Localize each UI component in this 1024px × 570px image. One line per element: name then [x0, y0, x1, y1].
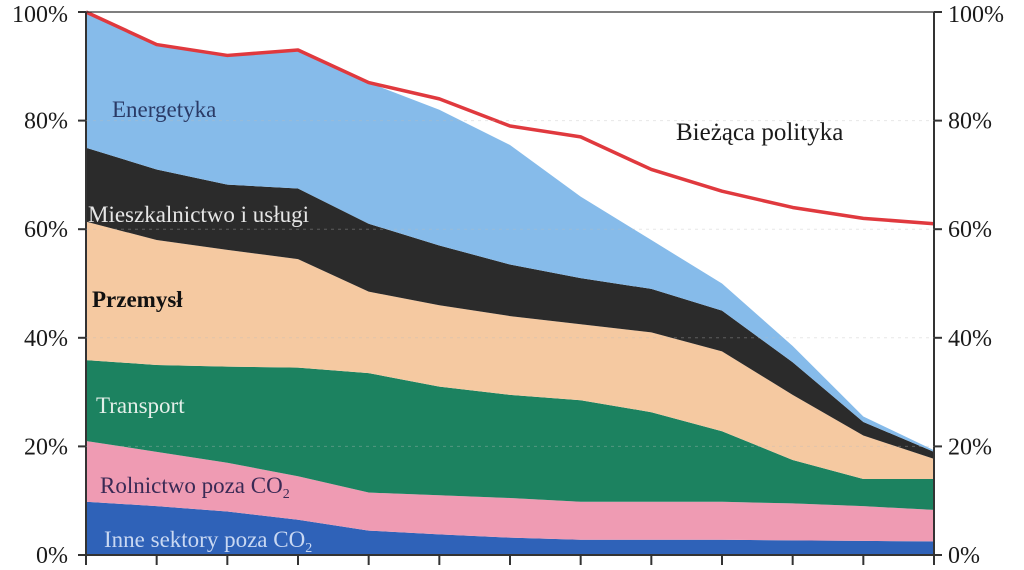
- y-tick-label-left: 0%: [36, 543, 68, 569]
- area-inne-sektory-poza-co: [86, 501, 934, 555]
- stacked-areas: [86, 12, 934, 555]
- area-rolnictwo-poza-co: [86, 440, 934, 542]
- y-tick-label-left: 60%: [24, 217, 68, 243]
- y-tick-label-right: 40%: [948, 326, 992, 352]
- label-rolnictwo-poza-co: Rolnictwo poza CO2: [100, 473, 290, 502]
- axes: 100% 100% 80% 80% 60% 60% 40% 40% 20% 20% 0% 0%: [12, 2, 1004, 569]
- area-transport: [86, 360, 934, 510]
- label-mieszkalnictwo-i-uslugi: Mieszkalnictwo i usługi: [88, 202, 309, 227]
- area-mieszkalnictwo-i-uslugi: [86, 147, 934, 459]
- area-labels: Inne sektory poza CO2 Rolnictwo poza CO2 T…: [88, 97, 843, 556]
- y-tick-label-left: 100%: [12, 2, 68, 28]
- y-tick-label-left: 80%: [24, 109, 68, 135]
- y-tick-label-left: 20%: [24, 434, 68, 460]
- label-transport: Transport: [96, 393, 185, 418]
- label-subscript: 2: [283, 487, 290, 502]
- label-subscript: 2: [305, 541, 312, 556]
- label-biezaca-polityka: Bieżąca polityka: [676, 119, 843, 146]
- y-tick-label-right: 80%: [948, 109, 992, 135]
- label-inne-sektory-poza-co: Inne sektory poza CO2: [104, 527, 312, 556]
- line-biezaca-polityka: [85, 10, 935, 226]
- label-energetyka: Energetyka: [112, 97, 216, 122]
- y-tick-label-right: 0%: [948, 543, 980, 569]
- policy-lines: [85, 10, 935, 226]
- y-tick-label-right: 60%: [948, 217, 992, 243]
- y-tick-label-right: 20%: [948, 434, 992, 460]
- area-energetyka: [86, 12, 934, 452]
- area-przemysl: [86, 221, 934, 479]
- y-tick-label-right: 100%: [948, 2, 1004, 28]
- label-przemysl: Przemysł: [92, 287, 183, 312]
- y-tick-label-left: 40%: [24, 326, 68, 352]
